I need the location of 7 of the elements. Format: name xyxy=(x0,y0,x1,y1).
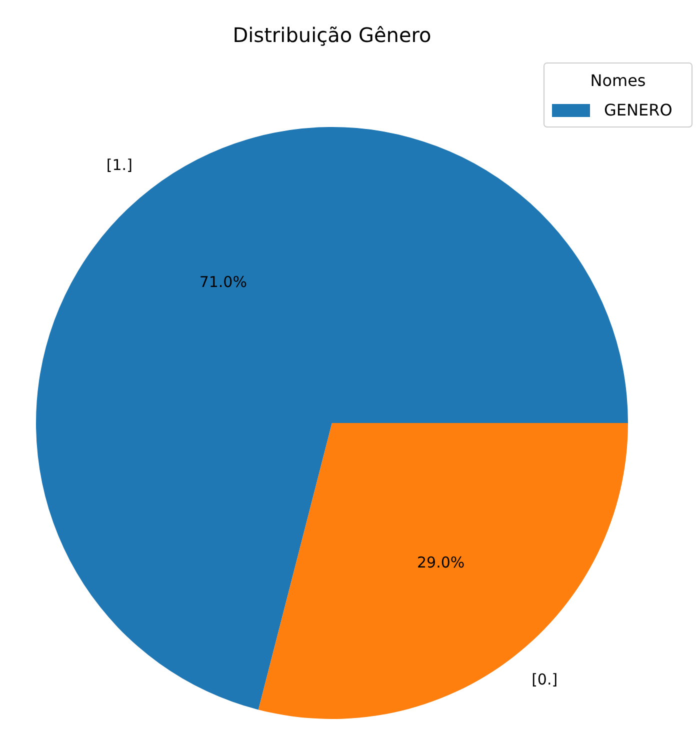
data-label: 71.0% xyxy=(199,272,247,291)
slice-label: [1.] xyxy=(106,156,132,174)
chart-title: Distribuição Gênero xyxy=(232,23,432,47)
data-label: 29.0% xyxy=(417,553,465,572)
legend-label: GENERO xyxy=(604,100,672,120)
slice-label: [0.] xyxy=(532,670,558,688)
legend-title: Nomes xyxy=(590,71,646,90)
